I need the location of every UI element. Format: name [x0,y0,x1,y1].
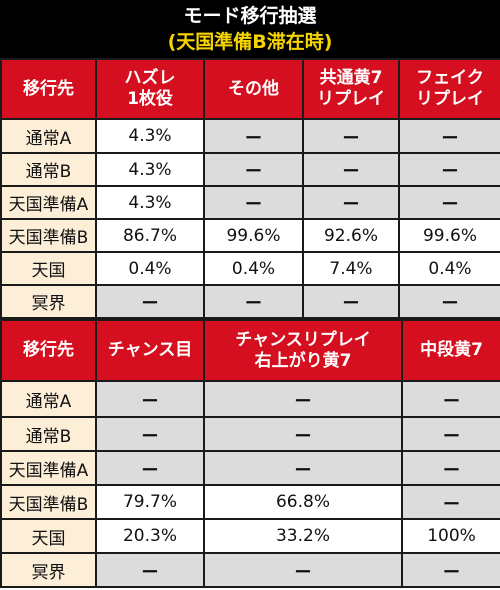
table-cell: ー [203,185,304,220]
table-cell: 7.4% [302,251,400,286]
table-cell: ー [401,552,500,588]
table-cell: ー [398,284,500,319]
header-row: 移行先 チャンス目 チャンスリプレイ 右上がり黄7 中段黄7 [0,319,500,382]
row-label: 通常A [0,118,97,154]
table-cell: 66.8% [203,484,403,520]
row-label: 天国 [0,251,97,286]
table-row: 冥界ーーーー [0,284,500,319]
header-chance-me: チャンス目 [95,319,205,382]
header-chudan-ki7: 中段黄7 [401,319,500,382]
table-cell: ー [398,185,500,220]
table-cell: ー [95,416,205,452]
table-cell: ー [401,450,500,486]
header-destination: 移行先 [0,319,97,382]
table-title-bar: モード移行抽選 (天国準備B滞在時) [0,0,500,59]
table-cell: 0.4% [203,251,304,286]
table-cell: ー [95,284,205,319]
table-cell: 100% [401,518,500,554]
header-fake-replay: フェイク リプレイ [398,58,500,120]
table-row: 通常B ーーー [0,416,500,452]
table-cell: 99.6% [203,218,304,253]
table-cell: 4.3% [95,152,205,187]
table-cell: ー [203,118,304,154]
table-cell: ー [302,185,400,220]
table-cell: ー [302,284,400,319]
table-cell: ー [401,416,500,452]
table-cell: ー [203,416,403,452]
table-cell: 33.2% [203,518,403,554]
table-cell: ー [203,284,304,319]
mode-transition-table-2: 移行先 チャンス目 チャンスリプレイ 右上がり黄7 中段黄7 通常A ーーー通常B… [0,319,500,588]
table-cell: 99.6% [398,218,500,253]
table-row: 天国準備A ーーー [0,450,500,486]
table-row: 通常A 4.3% ーーー [0,118,500,154]
header-chance-replay: チャンスリプレイ 右上がり黄7 [203,319,403,382]
row-label: 冥界 [0,284,97,319]
header-hazure-1mai: ハズレ 1枚役 [95,58,205,120]
table-row: 通常A ーーー [0,380,500,418]
table-cell: ー [95,380,205,418]
row-label: 通常B [0,416,97,452]
header-kyotsu-ki7-replay: 共通黄7 リプレイ [302,58,400,120]
table-cell: ー [95,450,205,486]
table-cell: 0.4% [95,251,205,286]
header-sonota: その他 [203,58,304,120]
table-cell: ー [302,118,400,154]
table-row: 天国 20.3% 33.2% 100% [0,518,500,554]
table-cell: 4.3% [95,118,205,154]
table-cell: ー [401,484,500,520]
table-cell: 86.7% [95,218,205,253]
row-label: 天国準備A [0,185,97,220]
header-row: 移行先 ハズレ 1枚役 その他 共通黄7 リプレイ フェイク リプレイ [0,58,500,120]
table-cell: ー [95,552,205,588]
table-cell: ー [203,450,403,486]
row-label: 天国準備B [0,484,97,520]
table-row: 通常B 4.3% ーーー [0,152,500,187]
table-cell: 79.7% [95,484,205,520]
table-cell: ー [203,552,403,588]
table-row: 冥界ーーー [0,552,500,588]
table-row: 天国準備B 86.7% 99.6% 92.6% 99.6% [0,218,500,253]
table-row: 天国準備A 4.3% ーーー [0,185,500,220]
table-cell: ー [398,152,500,187]
row-label: 天国 [0,518,97,554]
table-title: モード移行抽選 [183,5,317,27]
table-cell: ー [203,380,403,418]
row-label: 通常B [0,152,97,187]
table-cell: 4.3% [95,185,205,220]
header-destination: 移行先 [0,58,97,120]
table-row: 天国準備B 79.7% 66.8% ー [0,484,500,520]
table-row: 天国 0.4% 0.4% 7.4% 0.4% [0,251,500,286]
row-label: 通常A [0,380,97,418]
table-cell: 20.3% [95,518,205,554]
mode-transition-table-1: 移行先 ハズレ 1枚役 その他 共通黄7 リプレイ フェイク リプレイ 通常A 4… [0,58,500,319]
table-cell: ー [401,380,500,418]
row-label: 天国準備B [0,218,97,253]
row-label: 天国準備A [0,450,97,486]
table-subtitle: (天国準備B滞在時) [167,31,333,53]
table-cell: ー [203,152,304,187]
table-cell: ー [302,152,400,187]
row-label: 冥界 [0,552,97,588]
table-cell: 0.4% [398,251,500,286]
table-cell: ー [398,118,500,154]
table-cell: 92.6% [302,218,400,253]
